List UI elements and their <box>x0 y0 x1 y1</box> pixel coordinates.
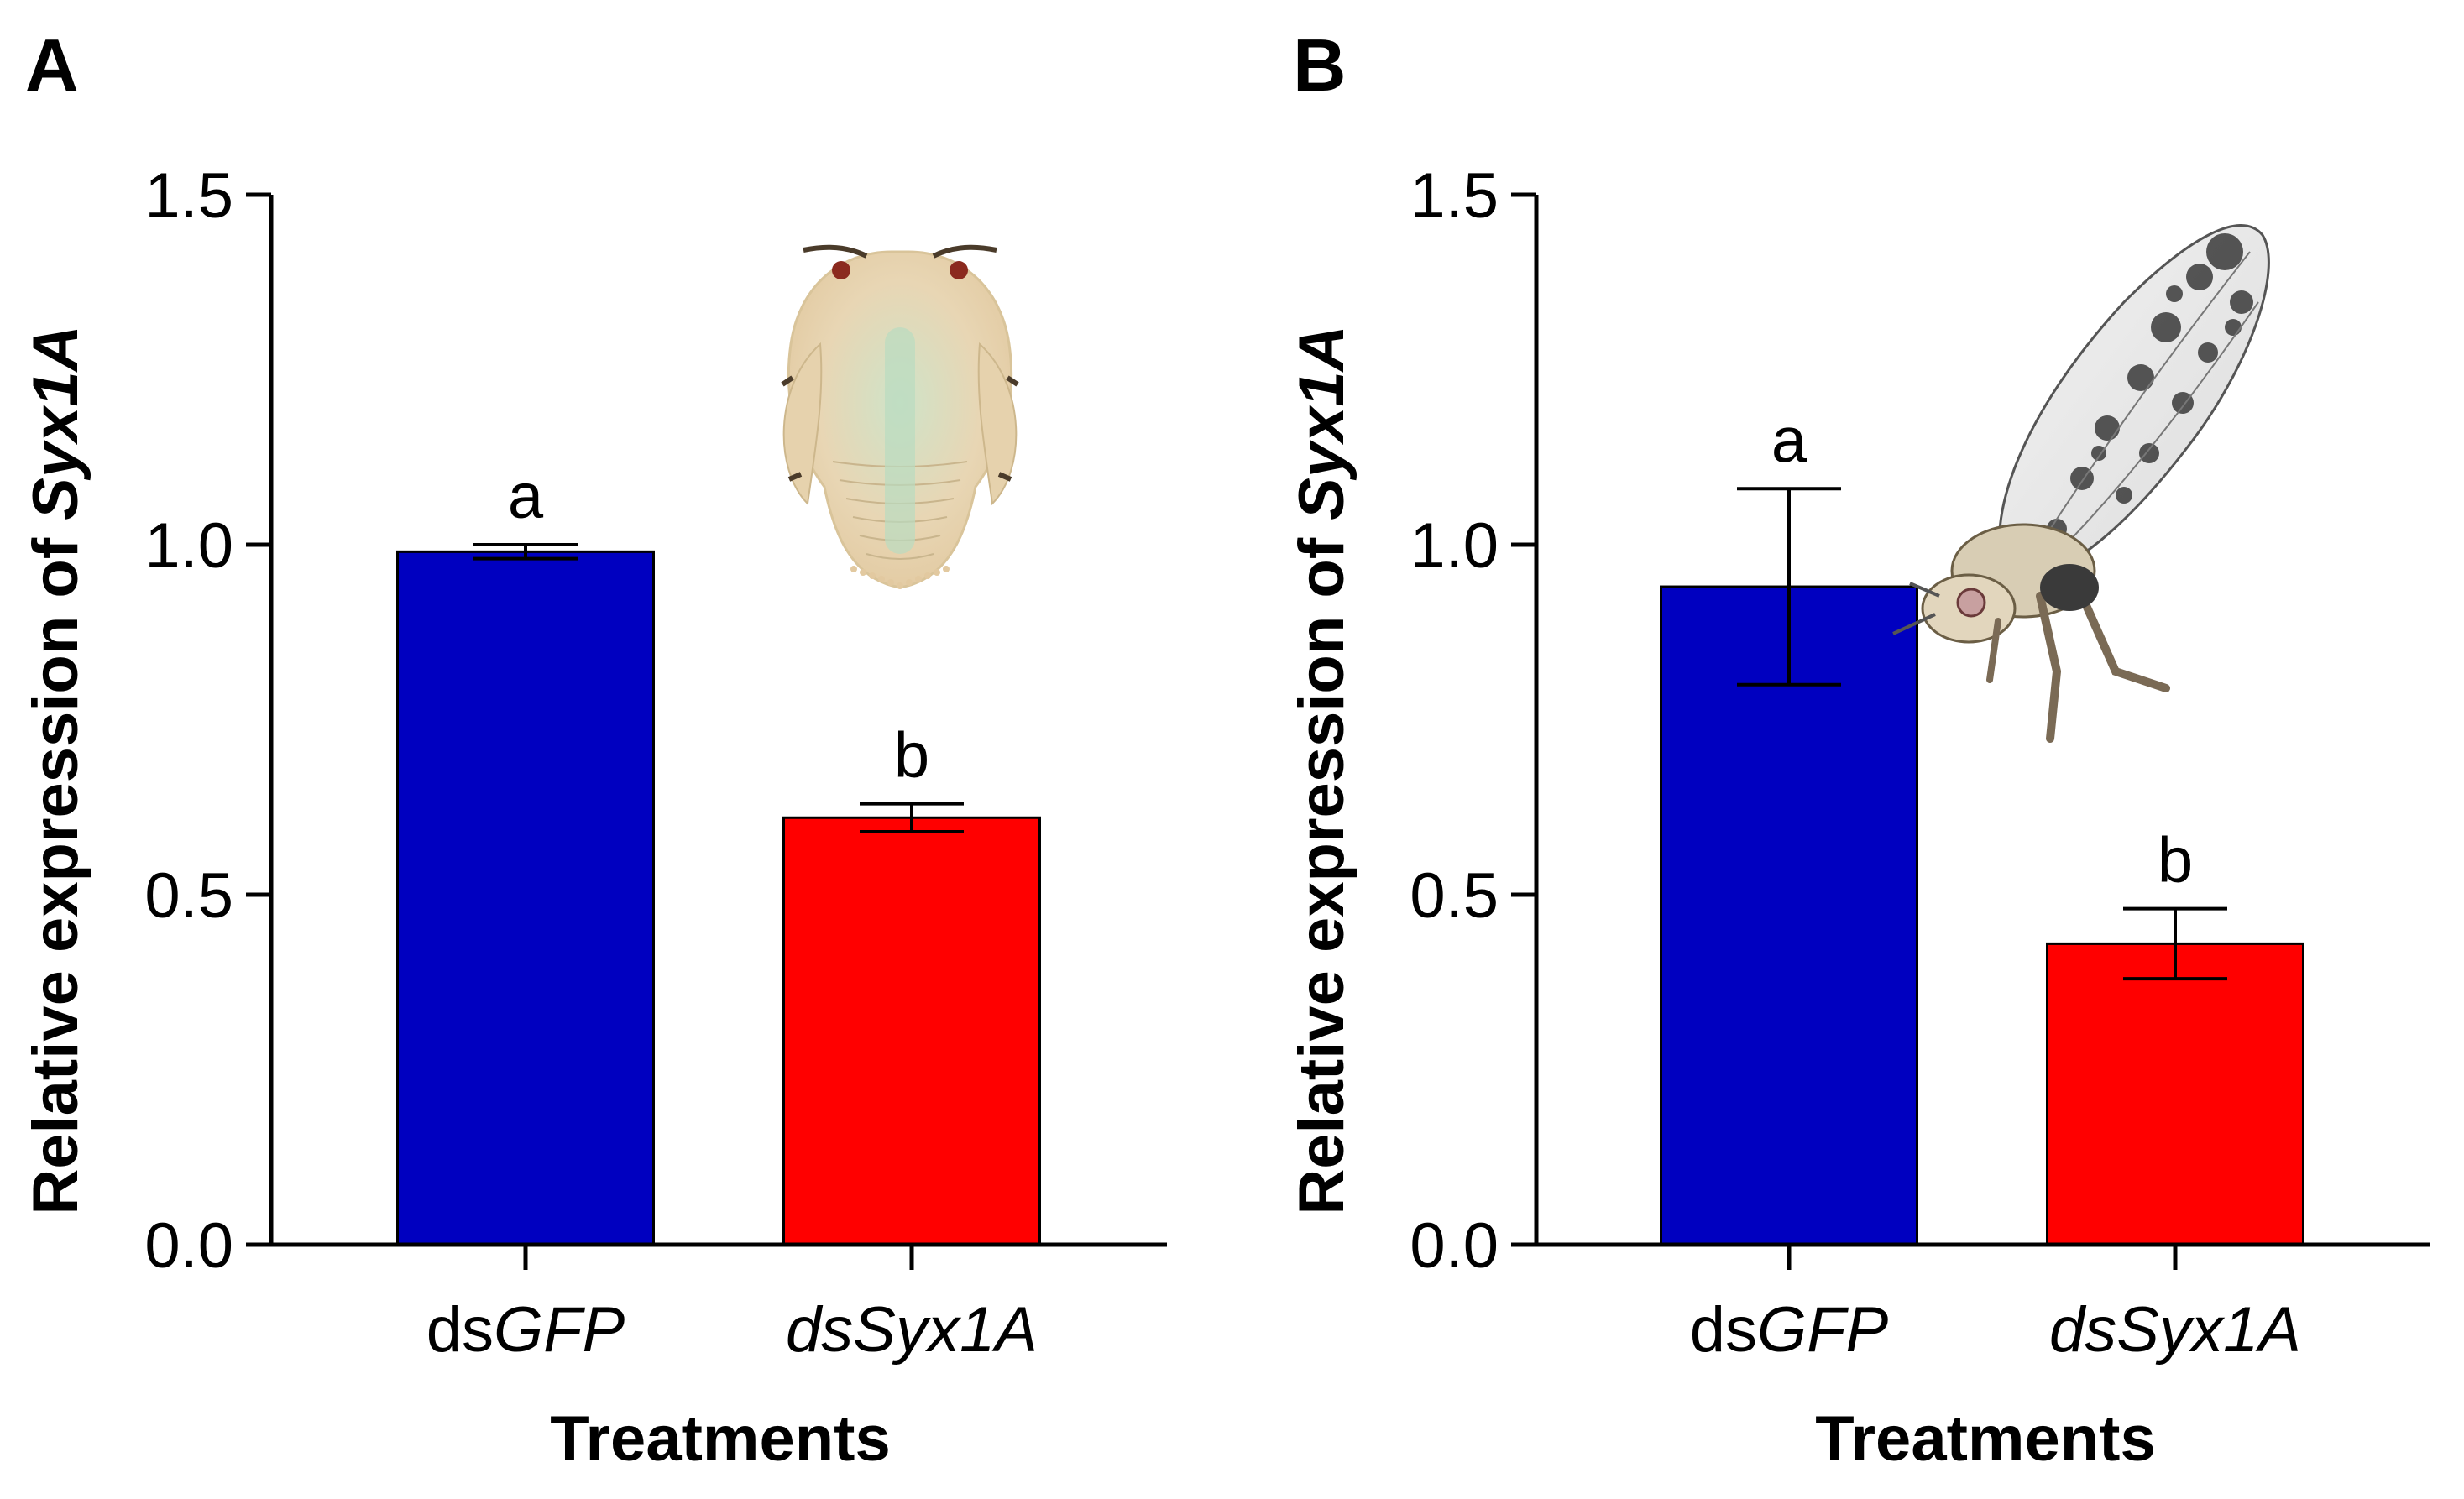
y-axis-title: Relative expression of Syx1A <box>1286 325 1358 1214</box>
x-tick-label: dsSyx1A <box>2049 1294 2301 1366</box>
x-axis-title: Treatments <box>1815 1403 2156 1475</box>
nymph-edge <box>878 576 885 582</box>
y-tick-label: 1.0 <box>144 510 233 582</box>
nymph-edge <box>924 572 931 579</box>
x-tick-label: dsGFP <box>1690 1294 1889 1366</box>
nymph-edge <box>934 569 940 576</box>
bar <box>1660 585 1918 1246</box>
nymph-edge <box>897 582 903 589</box>
y-axis-title: Relative expression of Syx1A <box>20 325 92 1214</box>
nymph-icon <box>781 244 1019 589</box>
psyllid-wing-spot <box>2166 285 2183 302</box>
adult-psyllid-icon <box>1892 224 2270 743</box>
psyllid-wing-spot <box>2095 415 2120 441</box>
x-tick-label: dsSyx1A <box>786 1294 1038 1366</box>
nymph-edge <box>860 569 866 576</box>
nymph-antenna <box>803 244 868 259</box>
nymph-leg <box>781 375 794 387</box>
nymph-edge <box>943 566 950 572</box>
panel-label: A <box>25 24 79 107</box>
psyllid-wing-spot <box>2172 392 2194 414</box>
nymph-leg <box>1006 375 1019 387</box>
psyllid-antenna <box>1909 582 1940 598</box>
nymph-eye <box>832 261 850 279</box>
psyllid-leg <box>2078 592 2170 692</box>
nymph-stripe <box>885 327 915 554</box>
psyllid-wing-spot <box>2198 342 2218 363</box>
psyllid-antenna <box>1892 613 1936 635</box>
psyllid-wing-spot <box>2151 312 2181 342</box>
error-bar <box>2123 906 2227 981</box>
y-tick-label: 1.0 <box>1410 510 1499 582</box>
psyllid-wing-spot <box>2139 443 2159 463</box>
nymph-edge <box>887 579 894 586</box>
bar <box>396 550 655 1246</box>
error-bar <box>1737 487 1841 687</box>
psyllid-wing-spot <box>2091 446 2106 461</box>
nymph-edge <box>906 579 913 586</box>
y-tick-label: 0.0 <box>144 1210 233 1282</box>
nymph-antenna <box>932 244 997 259</box>
y-tick-label: 0.5 <box>1410 860 1499 932</box>
psyllid-leg <box>2036 592 2062 743</box>
error-bar <box>473 543 578 561</box>
panel-label: B <box>1293 24 1347 107</box>
significance-label: b <box>894 720 929 791</box>
nymph-wingpad <box>977 342 1018 506</box>
axes <box>1534 195 2430 1247</box>
psyllid-wing-spot <box>2127 364 2154 391</box>
nymph-leg <box>997 472 1012 482</box>
nymph-eye <box>950 261 968 279</box>
significance-label: b <box>2158 825 2193 896</box>
y-tick-label: 0.0 <box>1410 1210 1499 1282</box>
significance-label: a <box>1771 405 1807 476</box>
nymph-wingpad <box>782 342 823 506</box>
nymph-edge <box>850 566 857 572</box>
psyllid-abdomen <box>2040 564 2099 611</box>
psyllid-wing-spot <box>2230 290 2253 314</box>
psyllid-wing-spot <box>2186 264 2213 290</box>
psyllid-wing-spot <box>2116 487 2132 504</box>
error-bar <box>860 802 964 833</box>
psyllid-eye <box>1956 588 1986 618</box>
chart-panel-b: Ba b 0.0 0.5 1.0 1.5 dsGFP dsSyx1A Treatments Rel… <box>1286 24 2430 1475</box>
y-tick-label: 1.5 <box>1410 160 1499 232</box>
psyllid-wing-spot <box>2225 319 2242 336</box>
x-axis-title: Treatments <box>550 1403 891 1475</box>
significance-label: a <box>508 461 544 532</box>
axes <box>269 195 1167 1247</box>
bar <box>2046 942 2304 1246</box>
nymph-leg <box>787 472 803 482</box>
nymph-segment <box>866 553 934 560</box>
nymph-edge <box>869 572 876 579</box>
chart-panel-a: Aa b 0.0 0.5 1.0 1.5 dsGFP dsSyx1A Treatments Rel… <box>20 24 1167 1475</box>
psyllid-wing-spot <box>2206 233 2243 270</box>
y-tick-label: 0.5 <box>144 860 233 932</box>
nymph-edge <box>915 576 922 582</box>
y-tick-label: 1.5 <box>144 160 233 232</box>
psyllid-vein <box>2048 301 2259 563</box>
x-tick-label: dsGFP <box>426 1294 625 1366</box>
bar <box>782 816 1041 1246</box>
psyllid-leg <box>1986 618 2001 683</box>
